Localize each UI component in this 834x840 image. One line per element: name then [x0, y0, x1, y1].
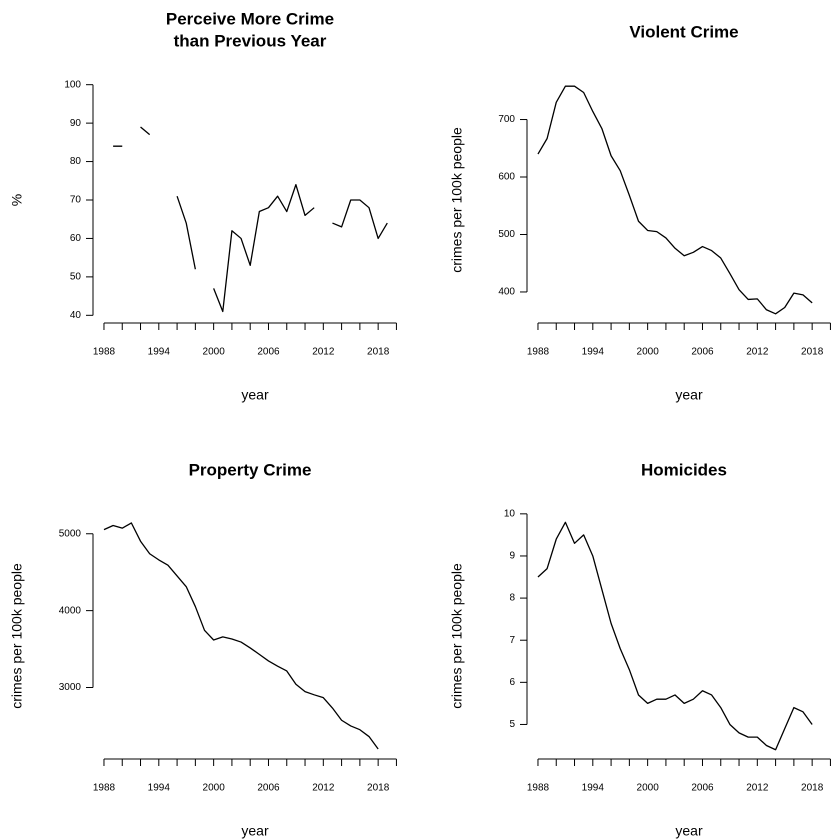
x-tick-label: 1994: [148, 783, 171, 794]
y-tick-label: 80: [70, 156, 82, 167]
y-tick-label: 3000: [59, 682, 82, 693]
y-tick-label: 60: [70, 233, 82, 244]
x-tick-label: 1988: [527, 783, 550, 794]
x-tick-label: 2012: [312, 783, 335, 794]
panel-title: than Previous Year: [174, 31, 327, 50]
y-tick-label: 10: [504, 508, 516, 519]
x-tick-label: 2018: [801, 783, 824, 794]
y-axis-label: crimes per 100k people: [449, 127, 465, 273]
x-tick-label: 2000: [203, 783, 226, 794]
y-tick-label: 500: [498, 229, 515, 240]
x-tick-label: 2000: [203, 347, 226, 358]
y-axis-label: %: [9, 194, 25, 206]
x-tick-label: 1988: [93, 783, 116, 794]
x-axis-label: year: [241, 823, 269, 839]
y-tick-label: 700: [498, 114, 515, 125]
y-tick-label: 6: [509, 677, 515, 688]
data-line: [103, 522, 379, 750]
x-tick-label: 2000: [637, 783, 660, 794]
data-line: [537, 521, 813, 751]
panel-title: Property Crime: [189, 460, 312, 479]
y-axis-label: crimes per 100k people: [449, 563, 465, 709]
x-tick-label: 2006: [691, 783, 714, 794]
y-tick-label: 4000: [59, 605, 82, 616]
x-tick-label: 2018: [801, 347, 824, 358]
x-tick-label: 1988: [527, 347, 550, 358]
y-tick-label: 9: [509, 551, 515, 562]
y-tick-label: 70: [70, 195, 82, 206]
x-tick-label: 1994: [582, 783, 605, 794]
x-tick-label: 2012: [746, 783, 769, 794]
panel-title: Violent Crime: [629, 22, 738, 41]
y-axis-label: crimes per 100k people: [9, 563, 25, 709]
data-line: [537, 85, 813, 315]
x-axis-label: year: [241, 387, 269, 403]
x-tick-label: 1994: [148, 347, 171, 358]
x-tick-label: 2012: [746, 347, 769, 358]
x-tick-label: 1994: [582, 347, 605, 358]
y-tick-label: 8: [509, 593, 515, 604]
y-tick-label: 5: [509, 719, 515, 730]
x-axis-label: year: [675, 823, 703, 839]
x-tick-label: 2006: [257, 783, 280, 794]
y-tick-label: 400: [498, 287, 515, 298]
x-tick-label: 2006: [691, 347, 714, 358]
x-tick-label: 2018: [367, 347, 390, 358]
y-tick-label: 7: [509, 635, 515, 646]
y-tick-label: 50: [70, 272, 82, 283]
x-tick-label: 2018: [367, 783, 390, 794]
x-tick-label: 2000: [637, 347, 660, 358]
x-tick-label: 2012: [312, 347, 335, 358]
panel-title: Homicides: [641, 460, 727, 479]
x-axis-label: year: [675, 387, 703, 403]
y-tick-label: 600: [498, 172, 515, 183]
panel-title: Perceive More Crime: [166, 9, 334, 28]
data-line: [113, 126, 388, 313]
y-tick-label: 5000: [59, 528, 82, 539]
y-tick-label: 100: [64, 79, 81, 90]
x-tick-label: 2006: [257, 347, 280, 358]
y-tick-label: 40: [70, 310, 82, 321]
x-tick-label: 1988: [93, 347, 116, 358]
y-tick-label: 90: [70, 118, 82, 129]
